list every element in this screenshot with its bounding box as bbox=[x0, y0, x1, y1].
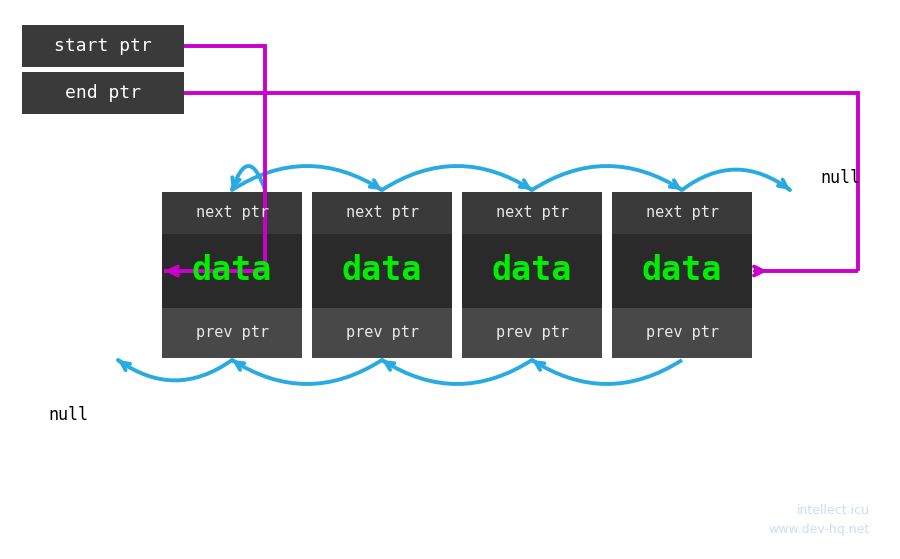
Bar bbox=[312, 308, 452, 358]
Text: null: null bbox=[820, 169, 860, 187]
Text: start ptr: start ptr bbox=[54, 37, 152, 55]
Text: www.dev-hq.net: www.dev-hq.net bbox=[769, 523, 870, 537]
Text: next ptr: next ptr bbox=[346, 206, 419, 220]
Text: prev ptr: prev ptr bbox=[496, 325, 569, 340]
Text: next ptr: next ptr bbox=[195, 206, 268, 220]
Bar bbox=[312, 234, 452, 308]
Text: end ptr: end ptr bbox=[65, 84, 141, 102]
Text: next ptr: next ptr bbox=[496, 206, 569, 220]
Text: data: data bbox=[342, 254, 422, 287]
Bar bbox=[162, 192, 302, 234]
Bar bbox=[462, 234, 602, 308]
Text: prev ptr: prev ptr bbox=[346, 325, 419, 340]
Text: data: data bbox=[192, 254, 272, 287]
Text: prev ptr: prev ptr bbox=[195, 325, 268, 340]
Text: next ptr: next ptr bbox=[645, 206, 718, 220]
Text: data: data bbox=[491, 254, 572, 287]
Bar bbox=[312, 192, 452, 234]
Bar bbox=[22, 72, 184, 114]
Bar bbox=[612, 192, 752, 234]
Bar bbox=[462, 192, 602, 234]
Bar bbox=[612, 308, 752, 358]
Bar bbox=[462, 308, 602, 358]
Bar bbox=[612, 234, 752, 308]
Bar bbox=[22, 25, 184, 67]
Bar bbox=[162, 308, 302, 358]
Bar bbox=[162, 234, 302, 308]
Text: null: null bbox=[48, 406, 88, 424]
Text: prev ptr: prev ptr bbox=[645, 325, 718, 340]
Text: intellect.icu: intellect.icu bbox=[797, 504, 870, 517]
Text: data: data bbox=[642, 254, 722, 287]
